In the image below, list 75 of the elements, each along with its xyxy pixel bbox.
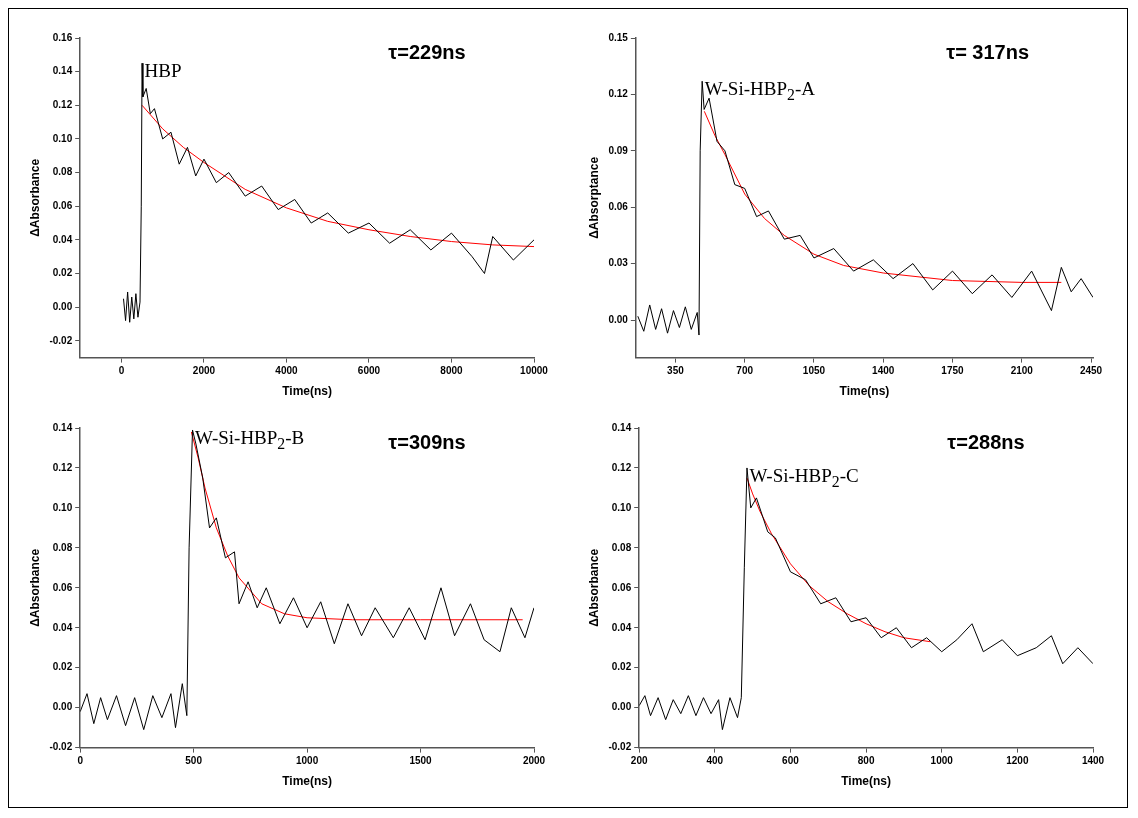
x-tick-label: 2100 bbox=[1010, 365, 1033, 377]
annotation: τ=229ns bbox=[388, 41, 466, 63]
y-tick-label: 0.14 bbox=[52, 421, 73, 433]
y-tick-label: 0.02 bbox=[52, 267, 73, 279]
y-tick-label: 0.12 bbox=[611, 461, 632, 473]
x-tick-label: 1750 bbox=[940, 365, 964, 377]
x-tick-label: 6000 bbox=[357, 365, 381, 377]
annotation: W-Si-HBP$_{2}$-B bbox=[195, 426, 305, 452]
x-tick-label: 0 bbox=[76, 755, 83, 767]
y-tick-label: 0.06 bbox=[52, 581, 73, 593]
x-tick-label: 500 bbox=[184, 755, 202, 767]
y-tick-label: -0.02 bbox=[607, 741, 632, 753]
x-tick-label: 1000 bbox=[295, 755, 319, 767]
x-axis-title: Time(ns) bbox=[839, 384, 889, 399]
annotation: τ=309ns bbox=[388, 431, 466, 453]
x-tick-label: 600 bbox=[781, 755, 799, 767]
x-tick-label: 2000 bbox=[192, 365, 216, 377]
y-tick-label: 0.16 bbox=[52, 31, 73, 43]
annotation: τ=288ns bbox=[947, 431, 1025, 453]
y-tick-label: 0.06 bbox=[611, 581, 632, 593]
y-tick-label: 0.12 bbox=[52, 461, 73, 473]
y-tick-label: 0.00 bbox=[52, 300, 73, 312]
y-tick-label: 0.12 bbox=[607, 88, 628, 100]
x-axis-title: Time(ns) bbox=[281, 774, 332, 789]
x-tick-label: 800 bbox=[857, 755, 875, 767]
y-tick-label: 0.02 bbox=[611, 661, 632, 673]
x-tick-label: 700 bbox=[735, 365, 753, 377]
y-tick-label: 0.08 bbox=[611, 541, 632, 553]
y-tick-label: 0.08 bbox=[52, 541, 73, 553]
x-tick-label: 1200 bbox=[1005, 755, 1029, 767]
x-tick-label: 10000 bbox=[519, 365, 548, 377]
y-tick-label: 0.00 bbox=[607, 313, 628, 325]
x-tick-label: 2000 bbox=[522, 755, 546, 767]
annotation: τ= 317ns bbox=[946, 41, 1030, 63]
x-tick-label: 1400 bbox=[871, 365, 895, 377]
y-tick-label: 0.06 bbox=[607, 200, 628, 212]
y-axis-title: ΔAbsorbance bbox=[27, 548, 42, 627]
x-tick-label: 4000 bbox=[274, 365, 298, 377]
annotation: HBP bbox=[144, 60, 182, 82]
y-tick-label: 0.14 bbox=[52, 65, 73, 77]
x-tick-label: 350 bbox=[666, 365, 684, 377]
y-tick-label: 0.02 bbox=[52, 661, 73, 673]
y-axis-title: ΔAbsorptance bbox=[586, 156, 601, 239]
y-tick-label: -0.02 bbox=[48, 334, 73, 346]
y-tick-label: 0.09 bbox=[607, 144, 628, 156]
y-axis-title: ΔAbsorbance bbox=[586, 548, 601, 627]
y-tick-label: 0.15 bbox=[607, 31, 628, 43]
y-axis-title: ΔAbsorbance bbox=[27, 158, 42, 237]
x-tick-label: 1400 bbox=[1081, 755, 1105, 767]
annotation: W-Si-HBP$_{2}$-A bbox=[704, 78, 815, 104]
x-tick-label: 1000 bbox=[930, 755, 953, 767]
annotation: W-Si-HBP$_{2}$-C bbox=[749, 464, 859, 490]
y-tick-label: 0.10 bbox=[52, 501, 73, 513]
y-tick-label: 0.00 bbox=[611, 701, 632, 713]
x-tick-label: 200 bbox=[630, 755, 648, 767]
y-tick-label: 0.08 bbox=[52, 166, 73, 178]
x-axis-title: Time(ns) bbox=[281, 384, 332, 399]
x-tick-label: 400 bbox=[705, 755, 724, 767]
y-tick-label: 0.14 bbox=[611, 421, 632, 433]
y-tick-label: 0.10 bbox=[611, 501, 632, 513]
y-tick-label: -0.02 bbox=[48, 741, 73, 753]
x-tick-label: 1050 bbox=[802, 365, 826, 377]
y-tick-label: 0.03 bbox=[607, 257, 628, 269]
y-tick-label: 0.04 bbox=[52, 621, 73, 633]
y-tick-label: 0.04 bbox=[611, 621, 632, 633]
y-tick-label: 0.12 bbox=[52, 99, 73, 111]
y-tick-label: 0.06 bbox=[52, 199, 73, 211]
y-tick-label: 0.00 bbox=[52, 701, 73, 713]
y-tick-label: 0.10 bbox=[52, 132, 73, 144]
x-tick-label: 0 bbox=[118, 365, 125, 377]
x-axis-title: Time(ns) bbox=[840, 774, 891, 789]
x-tick-label: 2450 bbox=[1079, 365, 1103, 377]
x-tick-label: 1500 bbox=[408, 755, 432, 767]
x-tick-label: 8000 bbox=[439, 365, 463, 377]
y-tick-label: 0.04 bbox=[52, 233, 73, 245]
